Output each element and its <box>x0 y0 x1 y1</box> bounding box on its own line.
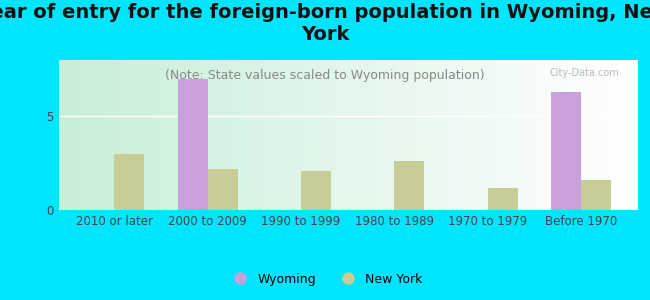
Bar <box>581 180 611 210</box>
Bar <box>178 79 208 210</box>
Text: City-Data.com: City-Data.com <box>550 68 619 77</box>
Text: (Note: State values scaled to Wyoming population): (Note: State values scaled to Wyoming po… <box>165 69 485 82</box>
Bar <box>301 171 331 210</box>
Bar <box>395 161 424 210</box>
Bar <box>551 92 581 210</box>
Bar <box>488 188 517 210</box>
Legend: Wyoming, New York: Wyoming, New York <box>222 268 428 291</box>
Bar <box>208 169 238 210</box>
Bar <box>114 154 144 210</box>
Text: Year of entry for the foreign-born population in Wyoming, New
York: Year of entry for the foreign-born popul… <box>0 3 650 44</box>
